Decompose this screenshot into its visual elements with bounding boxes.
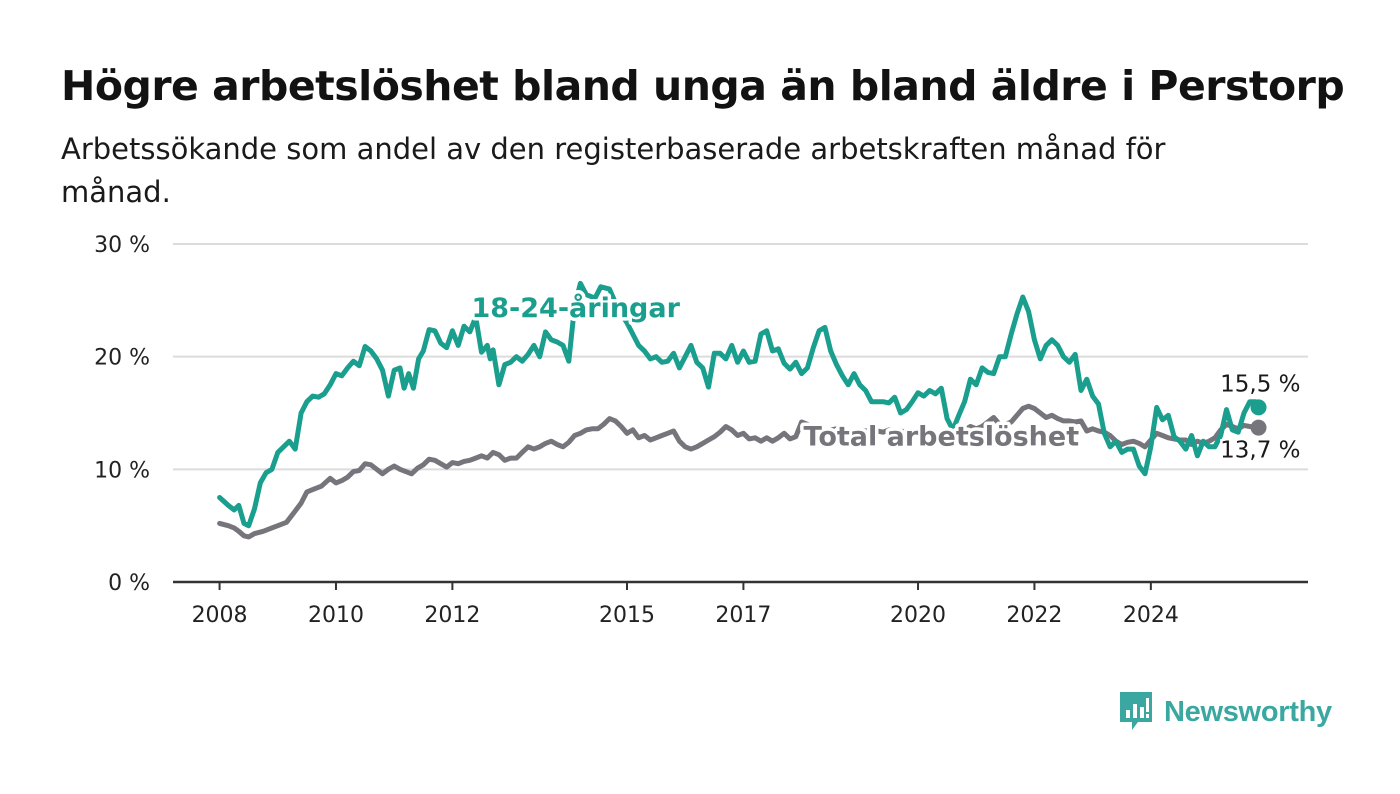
y-tick-label: 10 % <box>94 458 150 483</box>
x-tick-label: 2017 <box>715 603 771 628</box>
series-labels: 18-24-åringar Total arbetslöshet 15,5 % 13,… <box>468 289 1303 466</box>
x-tick-label: 2010 <box>308 603 364 628</box>
x-tick-label: 2020 <box>890 603 946 628</box>
x-tick-label: 2008 <box>192 603 248 628</box>
x-tick-label: 2024 <box>1123 603 1179 628</box>
bar-chart-speech-bubble-icon <box>1120 692 1152 730</box>
y-tick-label: 0 % <box>108 571 150 596</box>
x-axis-ticks: 2008 2010 2012 2015 2017 2020 2022 2024 <box>192 582 1179 628</box>
x-tick-label: 2012 <box>424 603 480 628</box>
series-line-youth <box>217 280 1261 529</box>
y-axis-ticks: 0 % 10 % 20 % 30 % <box>94 233 150 596</box>
series-line-total <box>217 403 1261 540</box>
series-name-label-total: Total arbetslöshet <box>803 422 1079 453</box>
newsworthy-logo[interactable]: Newsworthy <box>1118 690 1332 734</box>
series-end-value-label: 13,7 % <box>1220 438 1300 464</box>
grid-lines <box>173 243 1308 584</box>
x-tick-label: 2015 <box>599 603 655 628</box>
series-end-dot-total <box>1250 419 1267 436</box>
series-end-dot-youth <box>1250 399 1267 416</box>
y-tick-label: 20 % <box>94 346 150 371</box>
x-tick-label: 2022 <box>1006 603 1062 628</box>
chart-subtitle: Arbetssökande som andel av den registerb… <box>61 132 1166 209</box>
series-lines <box>217 280 1267 540</box>
y-tick-label: 30 % <box>94 233 150 258</box>
chart-title: Högre arbetslöshet bland unga än bland ä… <box>61 62 1345 110</box>
series-name-label-youth: 18-24-åringar <box>471 292 680 324</box>
series-end-value-label: 15,5 % <box>1220 371 1300 397</box>
logo-text: Newsworthy <box>1164 695 1332 728</box>
